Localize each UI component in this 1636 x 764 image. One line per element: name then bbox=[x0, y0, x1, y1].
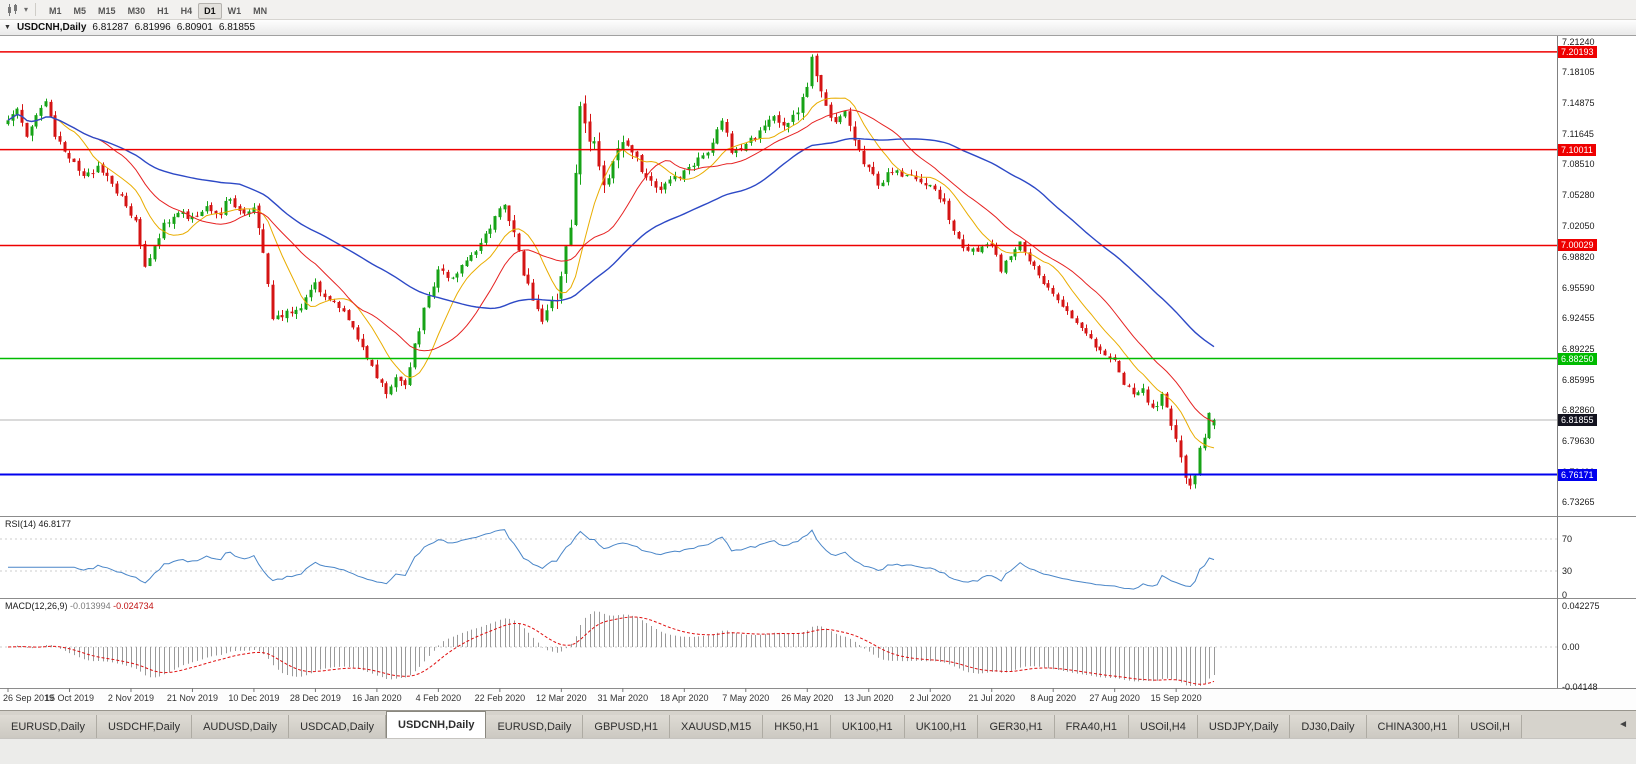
tab-usdchf-daily[interactable]: USDCHF,Daily bbox=[96, 715, 193, 738]
timeframe-button-h1[interactable]: H1 bbox=[157, 5, 169, 16]
tab-eurusd-daily[interactable]: EURUSD,Daily bbox=[0, 715, 97, 738]
tab-dj30-daily[interactable]: DJ30,Daily bbox=[1290, 715, 1367, 738]
date-axis[interactable] bbox=[0, 688, 1636, 710]
toolbar-separator bbox=[35, 3, 37, 16]
main-chart-area[interactable] bbox=[0, 36, 1636, 516]
rsi-indicator-panel[interactable] bbox=[0, 516, 1636, 598]
chart-title-bar: ▼ USDCNH,Daily 6.81287 6.81996 6.80901 6… bbox=[0, 20, 1636, 36]
timeframe-button-w1[interactable]: W1 bbox=[227, 5, 242, 16]
tab-scroll-left-icon[interactable]: ◄ bbox=[1618, 719, 1628, 730]
timeframe-button-h4[interactable]: H4 bbox=[180, 5, 193, 16]
timeframe-button-m5[interactable]: M5 bbox=[73, 5, 87, 16]
tab-usoil-h4[interactable]: USOil,H4 bbox=[1129, 715, 1198, 738]
chart-tab-bar: EURUSD,Daily USDCHF,Daily AUDUSD,Daily USDC… bbox=[0, 710, 1636, 738]
tab-uk100-h1[interactable]: UK100,H1 bbox=[904, 715, 979, 738]
tab-eurusd-daily[interactable]: EURUSD,Daily bbox=[486, 715, 584, 738]
tab-fra40-h1[interactable]: FRA40,H1 bbox=[1054, 715, 1130, 738]
ohlc-low: 6.80901 bbox=[176, 22, 213, 33]
timeframe-button-m15[interactable]: M15 bbox=[98, 5, 116, 16]
timeframe-button-m30[interactable]: M30 bbox=[127, 5, 146, 16]
chart-type-dropdown-icon[interactable]: ▾ bbox=[24, 5, 29, 14]
status-bar bbox=[0, 738, 1636, 764]
tab-ger30-h1[interactable]: GER30,H1 bbox=[978, 715, 1055, 738]
timeframe-toolbar: ▾ M1 M5 M15 M30 H1 H4 D1 W1 MN bbox=[0, 0, 1636, 20]
timeframe-button-mn[interactable]: MN bbox=[253, 5, 268, 16]
tab-uk100-h1[interactable]: UK100,H1 bbox=[830, 715, 905, 738]
window-collapse-icon[interactable]: ▼ bbox=[4, 24, 11, 31]
tab-usdcad-daily[interactable]: USDCAD,Daily bbox=[289, 715, 387, 738]
tab-xauusd-m15[interactable]: XAUUSD,M15 bbox=[669, 715, 764, 738]
ohlc-close: 6.81855 bbox=[218, 22, 256, 33]
chart-type-icon[interactable] bbox=[4, 2, 22, 18]
ohlc-open: 6.81287 bbox=[92, 22, 129, 33]
ohlc-high: 6.81996 bbox=[134, 22, 171, 33]
tab-gbpusd-h1[interactable]: GBPUSD,H1 bbox=[583, 715, 670, 738]
macd-indicator-panel[interactable] bbox=[0, 598, 1636, 688]
chart-symbol-period: USDCNH,Daily bbox=[16, 22, 87, 33]
timeframe-button-m1[interactable]: M1 bbox=[49, 5, 62, 16]
tab-usoil-h[interactable]: USOil,H bbox=[1459, 715, 1522, 738]
tab-china300-h1[interactable]: CHINA300,H1 bbox=[1366, 715, 1460, 738]
timeframe-button-d1[interactable]: D1 bbox=[198, 2, 222, 19]
tabs: EURUSD,Daily USDCHF,Daily AUDUSD,Daily USDC… bbox=[0, 711, 1522, 738]
tab-usdcnh-daily[interactable]: USDCNH,Daily bbox=[386, 711, 487, 738]
tab-hk50-h1[interactable]: HK50,H1 bbox=[763, 715, 831, 738]
timeframe-buttons: M1 M5 M15 M30 H1 H4 D1 W1 MN bbox=[43, 1, 273, 19]
tab-audusd-daily[interactable]: AUDUSD,Daily bbox=[192, 715, 290, 738]
tab-usdjpy-daily[interactable]: USDJPY,Daily bbox=[1197, 715, 1291, 738]
